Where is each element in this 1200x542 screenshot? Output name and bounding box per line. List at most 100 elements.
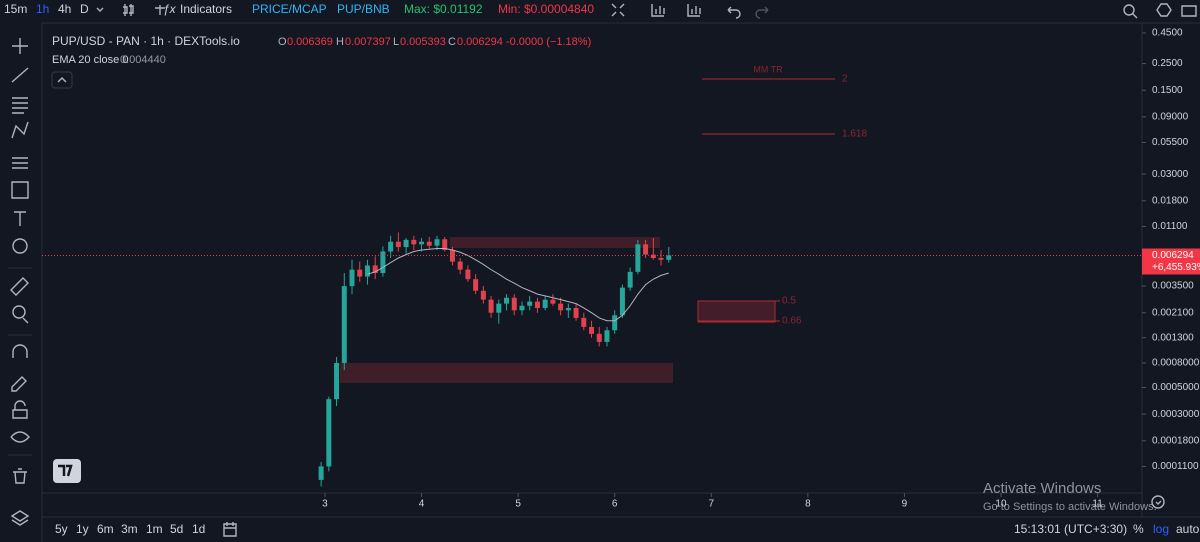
percent-toggle[interactable]: % bbox=[1133, 522, 1144, 536]
pair-button[interactable]: PUP/BNB bbox=[337, 2, 390, 16]
ema-value: 0.004440 bbox=[120, 54, 166, 66]
indicators-button[interactable]: Indicators bbox=[180, 2, 232, 16]
candle-body bbox=[372, 265, 378, 273]
legend-key: H bbox=[336, 36, 344, 48]
candle-body bbox=[565, 307, 571, 311]
candle-body bbox=[357, 269, 363, 277]
y-tick-label: 0.002100 bbox=[1152, 307, 1194, 318]
x-tick-label: 8 bbox=[805, 499, 811, 510]
candle-body bbox=[534, 301, 540, 308]
candle-body bbox=[604, 330, 610, 342]
candle-body bbox=[403, 239, 409, 248]
legend-value: 0.006369 bbox=[287, 36, 333, 48]
demand-zone bbox=[340, 363, 673, 383]
y-tick-label: 0.05500 bbox=[1152, 137, 1189, 148]
candle-body bbox=[527, 301, 533, 306]
candle-body bbox=[573, 307, 579, 318]
candle-body bbox=[419, 241, 425, 245]
fib-title: MM TR bbox=[753, 64, 783, 74]
watermark-title: Activate Windows bbox=[983, 480, 1101, 497]
ema-line bbox=[367, 248, 669, 322]
y-tick-label: 0.0001100 bbox=[1152, 461, 1199, 472]
range-button[interactable]: 1y bbox=[76, 522, 89, 536]
last-price-box bbox=[1142, 248, 1200, 275]
y-tick-label: 0.0008000 bbox=[1152, 358, 1200, 369]
legend-value: 0.006294 -0.0000 (−1.18%) bbox=[457, 36, 591, 48]
y-tick-label: 0.003500 bbox=[1152, 281, 1194, 292]
fx-icon[interactable]: ƒx bbox=[163, 2, 177, 16]
y-tick-label: 0.01100 bbox=[1152, 221, 1188, 232]
candle-body bbox=[596, 333, 602, 342]
candle-body bbox=[318, 466, 324, 480]
candle-body bbox=[504, 297, 510, 304]
candle-body bbox=[511, 297, 517, 311]
fib-label: 0.66 bbox=[782, 316, 802, 327]
toolbar-icons[interactable] bbox=[611, 3, 1197, 19]
x-tick-label: 11 bbox=[1092, 499, 1103, 510]
candle-body bbox=[473, 279, 479, 291]
candle-body bbox=[434, 239, 440, 246]
tool-icons[interactable] bbox=[10, 38, 30, 526]
range-button[interactable]: 1d bbox=[192, 522, 205, 536]
range-button[interactable]: 5d bbox=[170, 522, 183, 536]
toolbar-icons bbox=[96, 4, 165, 16]
collapse-button[interactable] bbox=[51, 71, 73, 89]
candle-body bbox=[666, 255, 672, 260]
candle-body bbox=[496, 303, 502, 313]
candle-body bbox=[426, 241, 432, 246]
x-tick-label: 4 bbox=[419, 499, 425, 510]
x-tick-label: 10 bbox=[995, 499, 1007, 510]
min-price: Min: $0.00004840 bbox=[498, 2, 594, 16]
log-toggle[interactable]: log bbox=[1153, 522, 1169, 536]
legend-key: C bbox=[448, 36, 456, 48]
range-button[interactable]: 3m bbox=[121, 522, 138, 536]
candle-body bbox=[581, 317, 587, 327]
candle-body bbox=[364, 265, 370, 277]
fib-label: 1.618 bbox=[842, 129, 867, 140]
left-toolbar bbox=[0, 22, 38, 518]
interval[interactable]: 4h bbox=[58, 2, 71, 16]
change-label: +6,455.93% bbox=[1152, 262, 1200, 273]
fib-label: 0.5 bbox=[782, 296, 796, 307]
candle-body bbox=[480, 290, 486, 300]
redo-icon[interactable] bbox=[755, 6, 769, 19]
collapse-icon bbox=[57, 77, 67, 83]
candle-body bbox=[619, 287, 625, 316]
range-button[interactable]: 5y bbox=[55, 522, 68, 536]
legend-key: L bbox=[393, 36, 399, 48]
range-button[interactable]: 6m bbox=[97, 522, 114, 536]
interval[interactable]: D bbox=[80, 2, 89, 16]
clock: 15:13:01 (UTC+3:30) bbox=[1014, 522, 1127, 536]
interval[interactable]: 1h bbox=[36, 2, 49, 16]
logo-mark bbox=[58, 464, 73, 477]
plot bbox=[318, 232, 672, 487]
last-price-label: 0.006294 bbox=[1152, 250, 1194, 261]
candle-body bbox=[612, 315, 618, 331]
settings-icon[interactable] bbox=[1151, 495, 1165, 509]
candle-body bbox=[334, 363, 340, 400]
price-mcap[interactable]: PRICE/MCAP bbox=[252, 2, 327, 16]
candle-body bbox=[627, 271, 633, 288]
x-tick-label: 9 bbox=[902, 499, 908, 510]
candle-body bbox=[395, 241, 401, 248]
x-tick-label: 3 bbox=[322, 499, 328, 510]
candle-body bbox=[542, 299, 548, 308]
date-range-icon[interactable] bbox=[223, 522, 237, 537]
logo bbox=[53, 459, 81, 483]
candle-body bbox=[457, 261, 463, 270]
candle-body bbox=[411, 239, 417, 245]
candle-body bbox=[635, 244, 641, 272]
y-tick-label: 0.1500 bbox=[1152, 85, 1183, 96]
auto-toggle[interactable]: auto bbox=[1176, 522, 1200, 536]
interval[interactable]: 15m bbox=[4, 2, 27, 16]
y-tick-label: 0.2500 bbox=[1152, 58, 1183, 69]
y-tick-label: 0.0005000 bbox=[1152, 382, 1200, 393]
target-box bbox=[697, 300, 776, 323]
candle-body bbox=[658, 258, 664, 260]
range-button[interactable]: 1m bbox=[146, 522, 163, 536]
candle-body bbox=[380, 251, 386, 273]
y-tick-label: 0.01800 bbox=[1152, 195, 1189, 206]
x-tick-label: 7 bbox=[708, 499, 714, 510]
